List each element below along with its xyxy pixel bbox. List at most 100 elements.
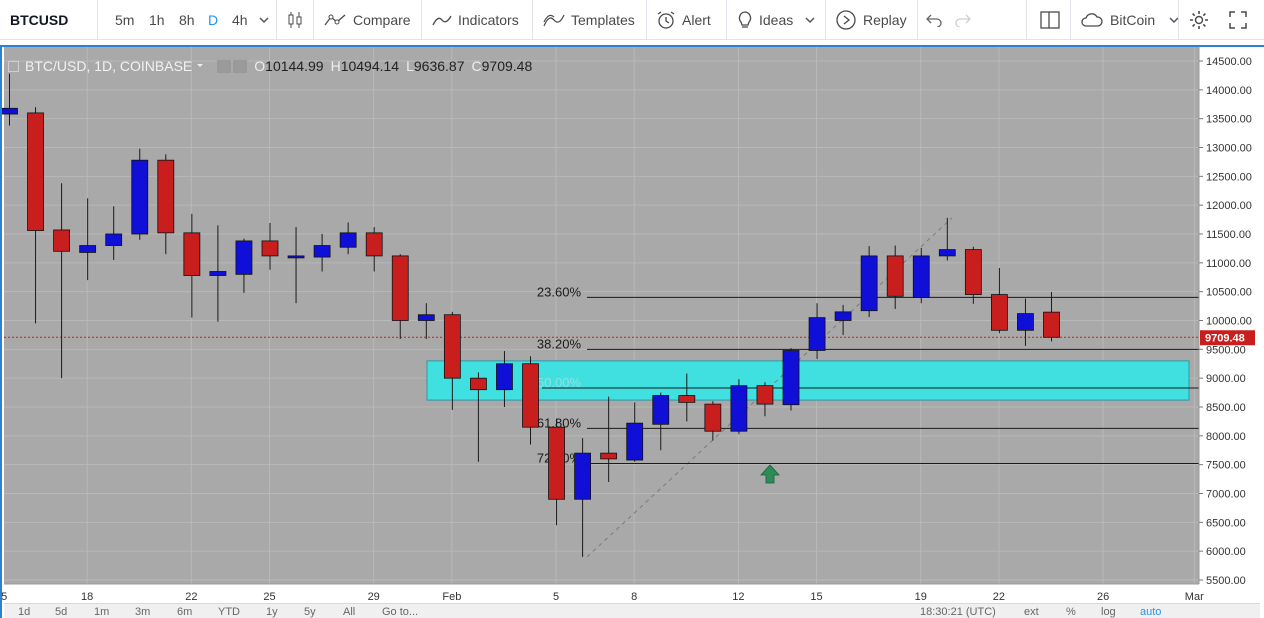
percent-toggle[interactable]: % [1066,606,1076,618]
price-chart[interactable]: 23.60%38.20%50.00%61.80%72.00%14500.0014… [2,47,1264,618]
candle-body [287,255,305,259]
price-tick-label: 7000.00 [1206,489,1246,501]
candle-body [365,232,383,257]
interval-8h[interactable]: 8h [179,12,195,28]
price-tick-label: 6000.00 [1206,546,1246,558]
range-1m[interactable]: 1m [94,606,110,618]
range-5d[interactable]: 5d [55,606,68,618]
toolbar-divider [421,0,422,40]
time-tick-label: 12 [732,591,744,603]
time-tick-label: 8 [631,591,637,603]
redo-button[interactable] [954,0,972,40]
price-tick-label: 10500.00 [1206,287,1252,299]
ideas-button[interactable]: Ideas [737,0,815,40]
series-title: BTC/USD, 1D, COINBASE [25,58,193,74]
time-tick-label: 18 [81,591,93,603]
time-tick-label: 22 [993,591,1005,603]
time-tick-label: Feb [442,591,461,603]
low-value: 9636.87 [413,58,465,74]
candle-body [157,159,175,234]
range-5y[interactable]: 5y [304,606,316,618]
interval-d[interactable]: D [208,12,219,28]
eye-icon[interactable] [217,59,232,73]
range-all[interactable]: All [343,606,356,618]
candle-body [678,395,696,403]
replay-icon [836,10,856,30]
indicators-icon [432,15,452,26]
indicators-button[interactable]: Indicators [432,0,519,40]
templates-button[interactable]: Templates [543,0,635,40]
fib-level-label: 38.20% [537,336,582,351]
lightbulb-icon [738,11,752,28]
settings-button[interactable] [1188,0,1210,40]
toolbar-divider [1070,0,1071,40]
toolbar-divider [276,0,277,40]
interval-1h[interactable]: 1h [149,12,165,28]
log-toggle[interactable]: log [1101,606,1116,618]
interval-dropdown[interactable] [259,0,269,40]
candle-body [626,422,644,461]
replay-button[interactable]: Replay [835,0,907,40]
current-price-label: 9709.48 [1205,332,1245,344]
range-3m[interactable]: 3m [135,606,151,618]
price-tick-label: 13000.00 [1206,143,1252,155]
toolbar-divider [917,0,918,40]
candle-body [469,377,487,391]
collapse-icon[interactable] [8,60,19,72]
auto-toggle[interactable]: auto [1140,606,1162,618]
price-tick-label: 8000.00 [1206,431,1246,443]
time-tick-label: 29 [368,591,380,603]
undo-button[interactable] [925,0,943,40]
redo-icon [955,14,971,27]
price-tick-label: 14500.00 [1206,56,1252,68]
time-tick-label: 26 [1097,591,1109,603]
ext-toggle[interactable]: ext [1024,606,1039,618]
range-ytd[interactable]: YTD [218,606,240,618]
open-key: O [254,58,266,74]
buy-arrow-icon [760,464,780,484]
price-tick-label: 8500.00 [1206,402,1246,414]
candle-body [600,452,618,460]
chevron-down-icon [259,17,269,24]
candle-body [53,229,70,252]
layout-button[interactable] [1040,0,1060,40]
layout-icon [1040,11,1060,29]
candle-body [782,350,800,406]
alert-button[interactable]: Alert [656,0,711,40]
compare-button[interactable]: Compare [323,0,411,40]
toolbar-divider [825,0,826,40]
candle-body [235,240,253,275]
candle-body [105,233,123,246]
interval-4h[interactable]: 4h [232,12,248,28]
toolbar-divider [726,0,727,40]
candle-body [756,385,774,405]
price-tick-label: 14000.00 [1206,85,1252,97]
top-toolbar: BTCUSD 5m 1h 8h D 4h Compare Indicators … [0,0,1264,40]
chevron-down-icon[interactable] [195,61,205,71]
candle-body [261,240,279,257]
price-tick-label: 12000.00 [1206,200,1252,212]
account-button[interactable]: BitCoin [1080,0,1179,40]
time-tick-label: 15 [2,591,7,603]
range-1y[interactable]: 1y [266,606,278,618]
chart-style-button[interactable] [287,0,303,40]
candle-body [2,107,18,115]
time-tick-label: 15 [810,591,822,603]
toolbar-divider [646,0,647,40]
candle-body [417,314,435,321]
fullscreen-button[interactable] [1229,0,1247,40]
candle-body [652,395,670,425]
interval-5m[interactable]: 5m [115,12,135,28]
utc-clock[interactable]: 18:30:21 (UTC) [920,606,996,618]
symbol-search[interactable]: BTCUSD [10,0,68,40]
candle-body [548,426,565,500]
settings-small-icon[interactable] [233,59,248,73]
range-1d[interactable]: 1d [18,606,31,618]
price-tick-label: 6500.00 [1206,517,1246,529]
close-value: 9709.48 [481,58,533,74]
range-6m[interactable]: 6m [177,606,193,618]
goto-date[interactable]: Go to... [382,606,419,618]
chart-container[interactable]: 23.60%38.20%50.00%61.80%72.00%14500.0014… [0,45,1264,618]
fib-level-label: 23.60% [537,284,582,299]
candle-body [860,255,878,312]
